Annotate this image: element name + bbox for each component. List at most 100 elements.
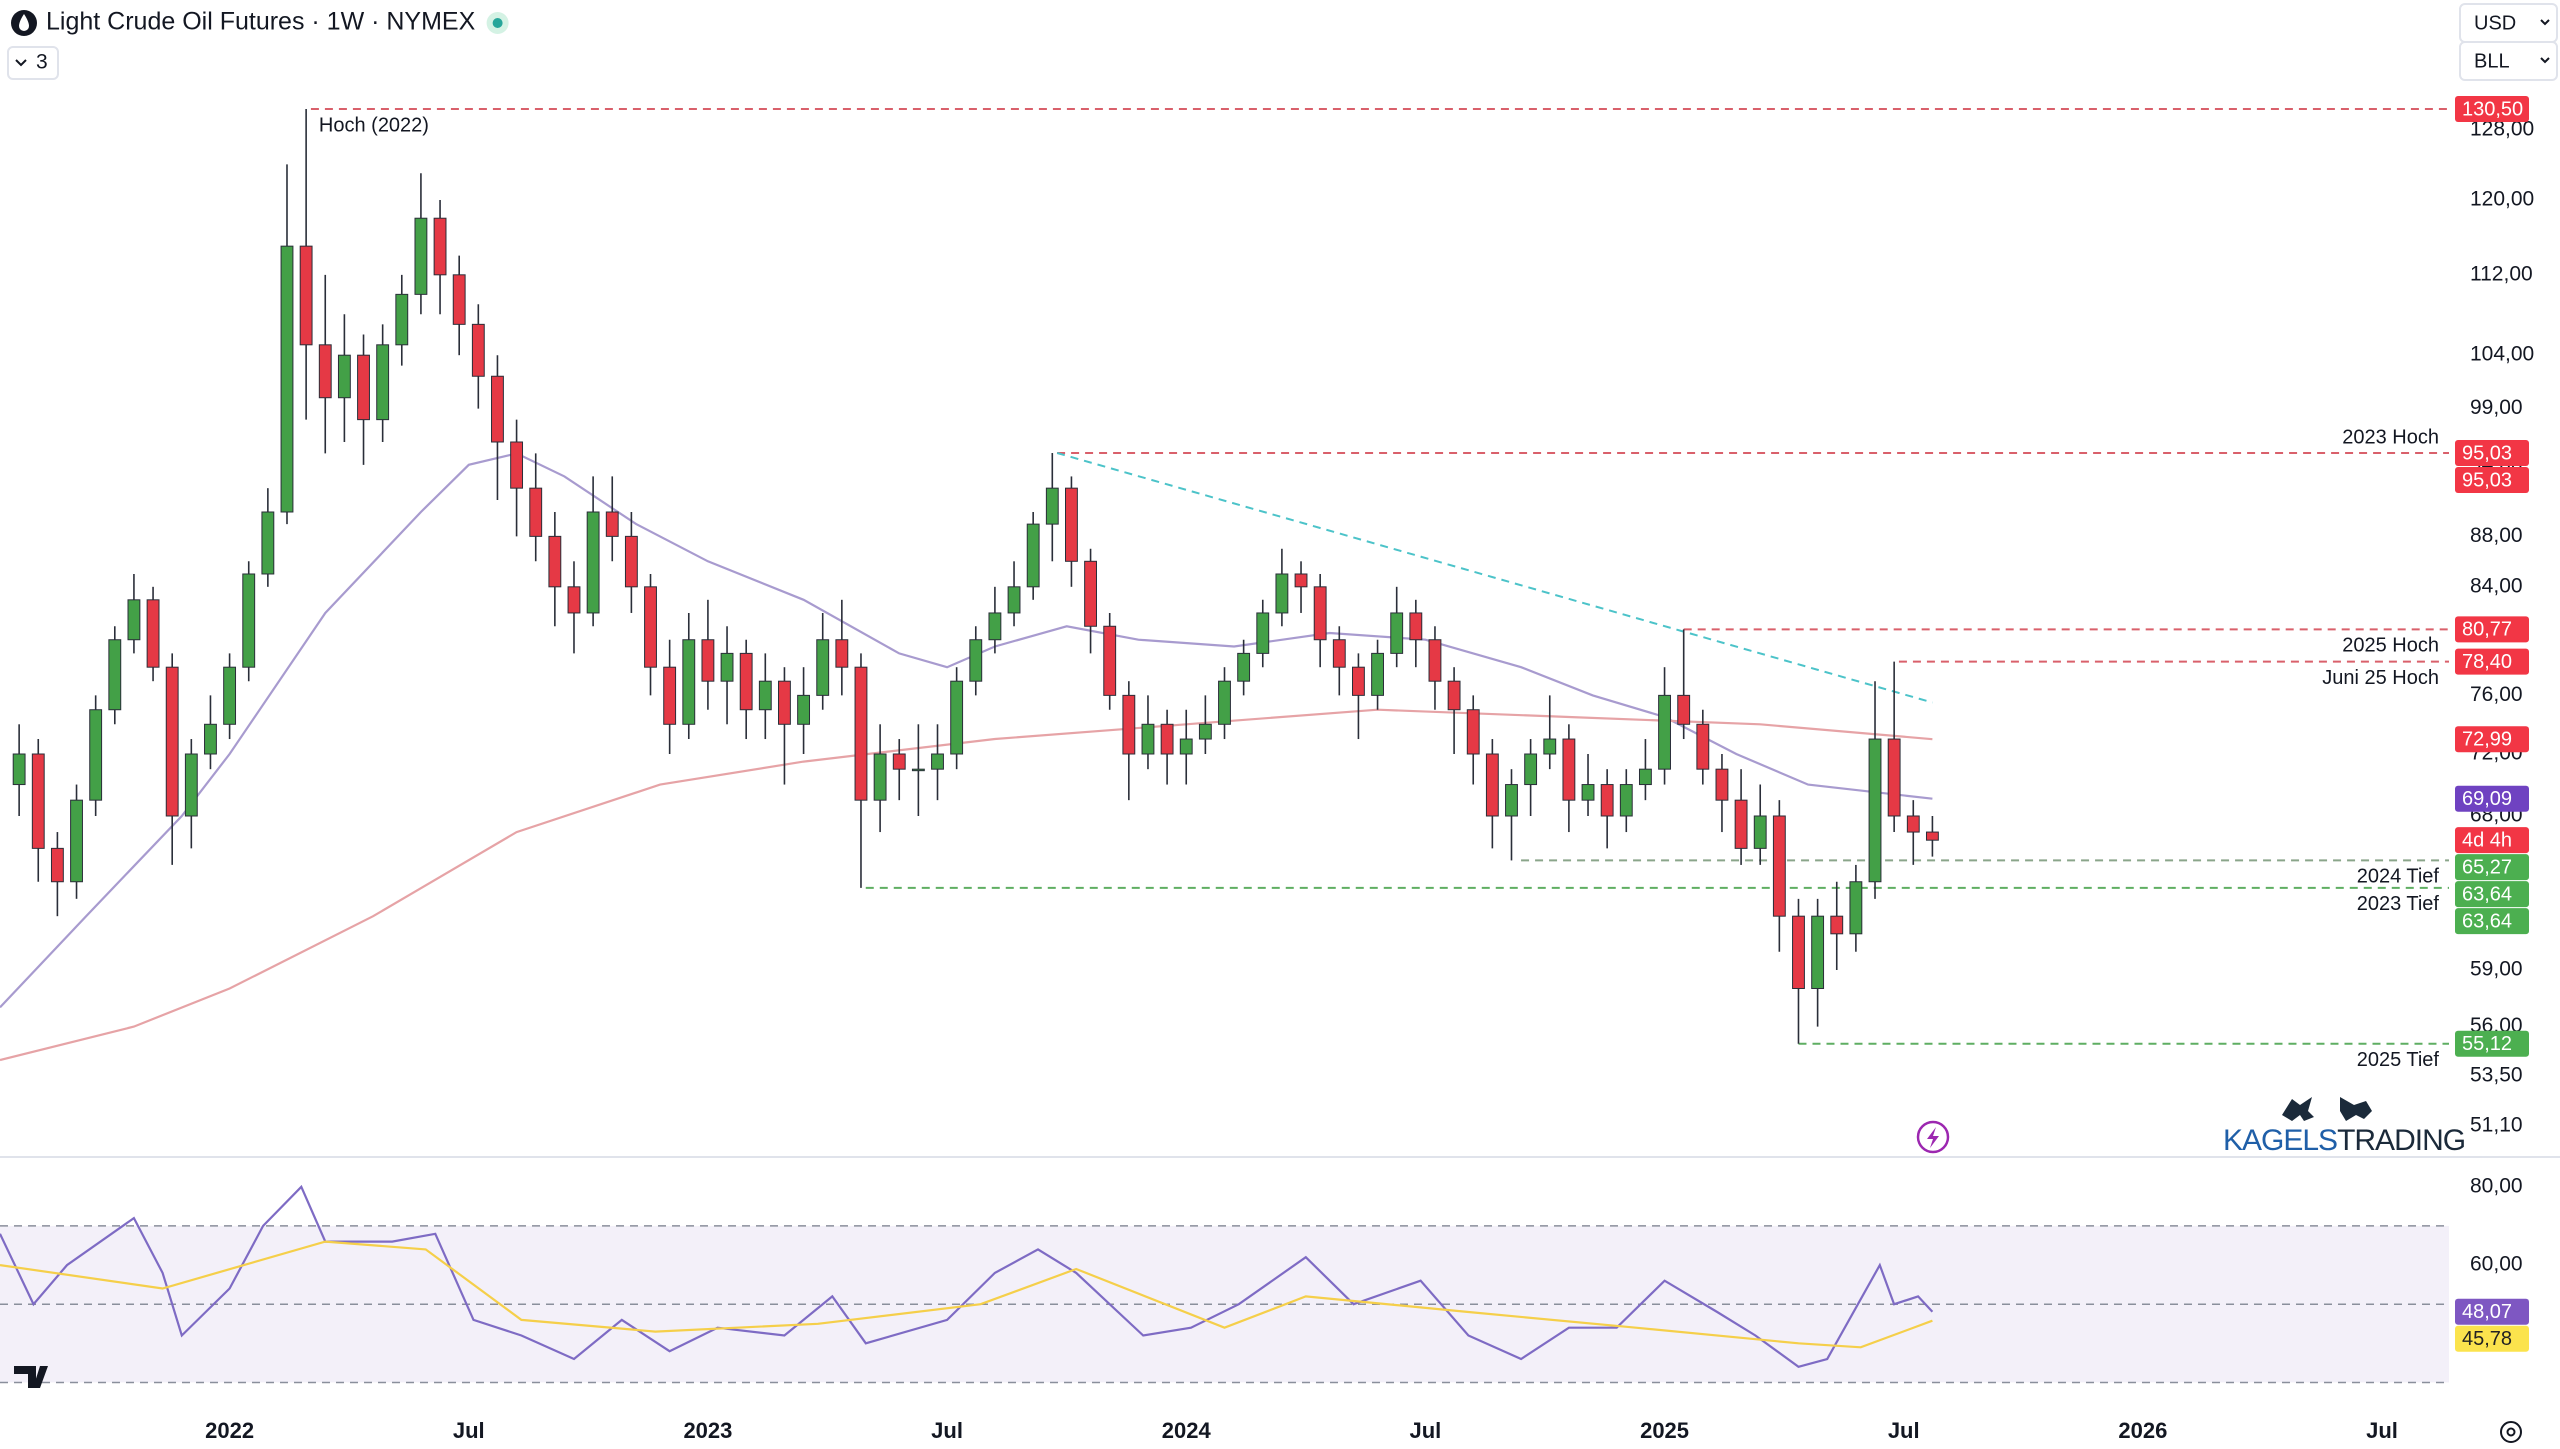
price-label: 130,50 [2462,98,2523,120]
candle-body [376,344,390,421]
candle-body [1122,694,1136,755]
price-label-box [2455,785,2529,812]
candle-body [950,680,964,755]
candle-body [510,441,524,489]
x-tick-label: Jul [931,1418,963,1443]
candle-body [337,354,351,399]
price-label: 45,78 [2462,1328,2512,1350]
candle-body [1275,573,1289,614]
candle-body [682,639,696,725]
candle-body [1619,784,1633,817]
price-label: 4d 4h [2462,829,2512,851]
logo-animals [2282,1097,2372,1121]
x-tick-label: 2025 [1640,1418,1689,1443]
price-label-box [2455,96,2529,123]
rsi-line [0,1240,1933,1349]
candle-body [758,680,772,711]
moving-average [0,452,1933,1009]
candle-body [1753,815,1767,849]
candle-body [127,599,141,641]
indicator-count: 3 [36,51,48,74]
y-tick-label: 128,00 [2470,118,2534,141]
currency: USD [2474,12,2516,34]
candle-body [1256,612,1270,654]
x-tick-label: Jul [1888,1418,1920,1443]
price-label-box [2455,1325,2529,1352]
price-label: 78,40 [2462,651,2512,673]
price-label: 69,09 [2462,788,2512,810]
candle-body [184,753,198,817]
candle-body [50,847,64,883]
price-label-box [2455,616,2529,643]
price-label-box [2455,467,2529,494]
price-label-box [2455,440,2529,467]
candle-body [969,639,983,682]
candle-body [567,586,581,614]
x-tick-label: Jul [453,1418,485,1443]
candle-body [70,799,83,883]
rsi-line [0,1184,1934,1368]
price-label: 80,77 [2462,619,2512,641]
y-tick-label: 76,00 [2470,683,2523,706]
candle-body [1409,612,1423,641]
price-label-box [2455,827,2529,854]
candle-body [1103,625,1117,696]
candle-body [1294,573,1308,588]
level-label: 2023 Tief [2357,893,2440,915]
indicators-button[interactable] [7,46,59,80]
price-label-box [2455,908,2529,935]
candle-body [1734,799,1748,849]
level-label: 2023 Hoch [2342,426,2439,448]
candle-body [1524,753,1538,786]
candle-body [624,535,638,588]
candle-body [931,753,944,770]
chart-title: Light Crude Oil Futures · 1W · NYMEX [46,8,476,36]
price-label: 63,64 [2462,883,2512,905]
candle-body [1447,680,1461,711]
candle-body [739,652,753,711]
unit-button[interactable] [2459,41,2558,81]
candle-body [261,511,275,575]
candle-body [1925,831,1939,841]
candle-body [1543,738,1557,755]
price-label: 95,03 [2462,469,2512,491]
candle-body [1868,738,1882,883]
candle-body [1026,523,1040,588]
candle-body [1313,586,1327,641]
logo-text-part2: TRADING [2337,1124,2465,1157]
y-tick-label: 99,00 [2470,396,2523,419]
candle-body [395,293,409,346]
level-label: 2024 Tief [2357,866,2440,888]
candle-body [1906,815,1920,833]
candle-body [663,666,677,725]
candle-body [816,639,830,696]
candle-body [873,753,887,801]
x-tick-label: 2024 [1162,1418,1212,1443]
candle-body [204,723,217,755]
candle-body [720,652,734,682]
logo-text-part1: KAGELS [2223,1124,2337,1157]
candle-body [778,680,791,725]
price-label: 63,64 [2462,910,2512,932]
alert-icon[interactable] [1916,1120,1950,1154]
symbol-icon-drop [19,14,29,31]
price-label-box [2455,854,2529,881]
candle-body [165,666,179,817]
candle-body [1849,881,1863,935]
candle-body [1811,915,1825,990]
level-label: Juni 25 Hoch [2322,667,2439,689]
candle-body [644,586,657,668]
candle-body [892,753,906,770]
y-tick-label: 60,00 [2470,1253,2523,1276]
y-tick-label: 88,00 [2470,524,2523,547]
settings-icon[interactable] [2500,1421,2522,1443]
y-tick-label: 120,00 [2470,188,2534,211]
price-label-box [2455,726,2529,753]
candle-body [1237,652,1251,682]
candle-body [357,354,370,421]
y-tick-label: 84,00 [2470,574,2523,597]
y-tick-label: 104,00 [2470,343,2534,366]
candle-body [1007,586,1021,614]
candle-body [1485,753,1499,817]
status-dot-core [492,18,503,28]
